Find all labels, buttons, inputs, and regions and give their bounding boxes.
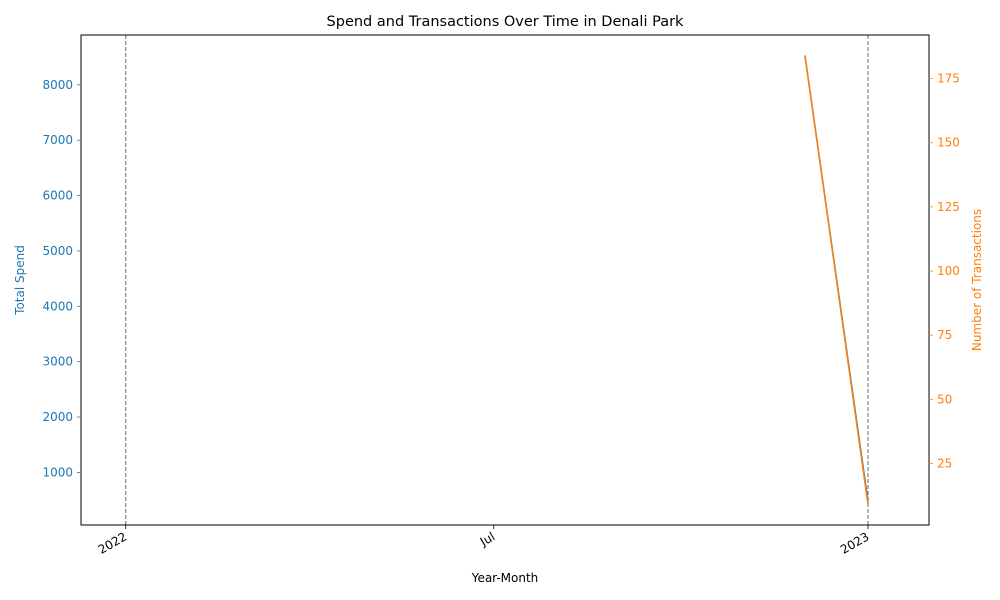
y-left-tick-label: 7000 bbox=[42, 133, 73, 147]
y-right-tick-label: 150 bbox=[937, 136, 960, 150]
x-axis-label: Year-Month bbox=[471, 571, 539, 585]
y-left-tick-label: 6000 bbox=[42, 189, 73, 203]
x-tick-label: Jul bbox=[477, 529, 497, 549]
y-right-tick-label: 100 bbox=[937, 264, 960, 278]
y-left-axis-label: Total Spend bbox=[13, 245, 27, 316]
y-right-tick-label: 25 bbox=[937, 456, 952, 470]
chart-title: Spend and Transactions Over Time in Dena… bbox=[327, 14, 685, 30]
plot-area: 2022 Jul 2023 1000 2000 3000 4000 5000 6000 7000 8… bbox=[42, 34, 960, 557]
x-tick-label: 2022 bbox=[96, 529, 129, 556]
y-left-tick-label: 3000 bbox=[42, 355, 73, 369]
y-left-tick-label: 2000 bbox=[42, 410, 73, 424]
y-right-tick-label: 175 bbox=[937, 72, 960, 86]
y-left-tick-label: 5000 bbox=[42, 244, 73, 258]
y-right-axis-label: Number of Transactions bbox=[970, 209, 984, 351]
y-left-tick-label: 1000 bbox=[42, 465, 73, 479]
y-right-tick-label: 75 bbox=[937, 328, 952, 342]
y-left-tick-label: 4000 bbox=[42, 299, 73, 313]
y-right-tick-label: 50 bbox=[937, 392, 952, 406]
y-left-tick-label: 8000 bbox=[42, 78, 73, 92]
x-tick-label: 2023 bbox=[838, 529, 871, 556]
series-line-transactions bbox=[804, 55, 869, 505]
plot-frame bbox=[80, 34, 930, 526]
y-right-tick-label: 125 bbox=[937, 200, 960, 214]
